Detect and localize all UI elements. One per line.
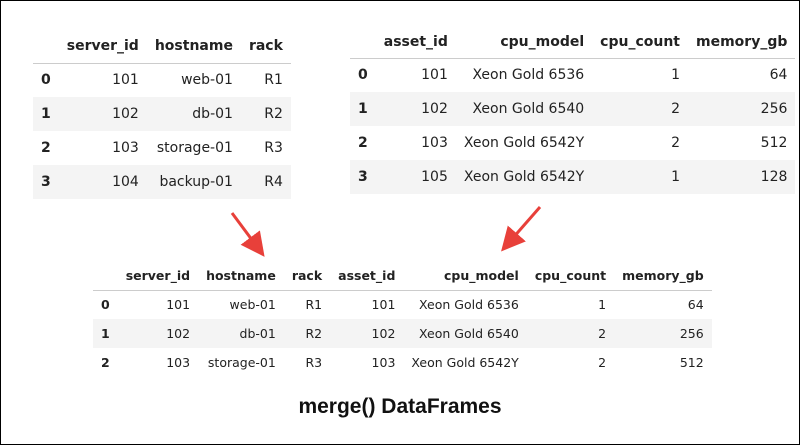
arrow-left [230,212,265,257]
column-header: memory_gb [614,262,712,291]
table-row: 2 103 Xeon Gold 6542Y 2 512 [350,126,795,160]
table-cell: storage-01 [207,355,276,370]
table-cell: Xeon Gold 6542Y [411,355,519,370]
table-cell: 105 [421,169,448,185]
column-header: cpu_count [592,27,689,59]
table-cell: 2 [598,326,607,341]
column-header: hostname [146,30,241,64]
table-cell: db-01 [192,106,233,122]
column-header: server_id [117,262,199,291]
table-cell: 2 [671,135,681,151]
table-cell: R1 [264,72,283,89]
column-header: server_id [58,30,147,64]
table-row: 0 101 Xeon Gold 6536 1 64 [350,58,795,92]
table-row: 3 105 Xeon Gold 6542Y 1 128 [350,160,796,194]
column-header: rack [283,262,331,291]
row-index: 1 [41,106,51,122]
table-cell: 102 [112,106,139,122]
table-row: 3 104 backup-01 R4 [33,165,291,199]
table-cell: 101 [421,67,448,84]
header-row: server_id hostname rack [33,30,291,64]
table-cell: 512 [679,355,704,370]
table-cell: 102 [166,326,191,341]
right-dataframe: asset_id cpu_model cpu_count memory_gb 0 101 X… [350,27,796,194]
table-cell: 103 [166,355,191,370]
row-index: 2 [41,140,51,156]
column-header [350,27,376,59]
table-cell: 256 [679,326,704,341]
column-header [93,262,118,291]
header-row: server_id hostname rack asset_id cpu_model cp… [93,262,712,291]
row-index: 0 [41,72,51,89]
table-cell: backup-01 [159,174,233,190]
table-cell: 102 [421,101,448,117]
table-cell: Xeon Gold 6540 [419,326,519,341]
caption: merge() DataFrames [298,395,502,418]
table-cell: Xeon Gold 6536 [419,297,519,313]
row-index: 3 [41,174,51,190]
table-cell: 104 [112,174,139,190]
row-index: 1 [101,326,110,341]
row-index: 0 [358,67,368,84]
column-header: cpu_model [403,262,527,291]
column-header: asset_id [375,27,456,59]
table-cell: R1 [305,297,323,313]
table-cell: R2 [305,326,323,341]
table-row: 1 102 db-01 R2 102 Xeon Gold 6540 2 256 [93,319,712,348]
merged-dataframe: server_id hostname rack asset_id cpu_model cp… [93,262,712,377]
table-cell: 2 [671,101,681,117]
left-dataframe: server_id hostname rack 0 101 web-01 R1 1 102 db-… [33,30,291,199]
table-cell: db-01 [239,326,276,341]
table-cell: 64 [769,67,788,84]
table-cell: Xeon Gold 6542Y [463,169,585,185]
column-header: rack [240,30,291,64]
table-row: 2 103 storage-01 R3 [33,131,291,165]
table-cell: 101 [112,72,139,89]
table-row: 2 103 storage-01 R3 103 Xeon Gold 6542Y 2 512 [93,348,712,377]
table-cell: 102 [371,326,396,341]
table-cell: 103 [371,355,396,370]
table-cell: Xeon Gold 6542Y [463,135,585,151]
table-cell: 1 [671,169,681,185]
table-cell: 101 [371,297,396,313]
arrow-right [501,206,542,252]
row-index: 1 [358,101,368,117]
table-cell: 256 [760,101,788,117]
column-header: memory_gb [688,27,796,59]
table-cell: 2 [598,355,607,370]
table-cell: 1 [671,67,681,84]
table-cell: web-01 [229,297,276,313]
table-row: 0 101 web-01 R1 101 Xeon Gold 6536 1 64 [93,290,712,319]
table-row: 1 102 db-01 R2 [33,97,291,131]
table-cell: 512 [760,135,788,151]
table-cell: 1 [598,297,607,313]
table-cell: 103 [112,140,139,156]
table-cell: Xeon Gold 6536 [472,67,585,84]
table-row: 1 102 Xeon Gold 6540 2 256 [350,92,796,126]
table-cell: R4 [264,174,283,190]
column-header: cpu_model [455,27,593,59]
table-row: 0 101 web-01 R1 [33,63,291,97]
row-index: 2 [101,355,110,370]
column-header [33,30,59,64]
table-cell: R3 [264,140,283,156]
table-cell: storage-01 [156,140,233,156]
column-header: hostname [198,262,284,291]
row-index: 0 [101,297,110,313]
table-cell: R2 [264,106,283,122]
column-header: asset_id [330,262,404,291]
row-index: 3 [358,169,368,185]
header-row: asset_id cpu_model cpu_count memory_gb [350,27,796,59]
table-cell: 103 [421,135,448,151]
table-cell: 101 [166,297,191,313]
table-cell: 128 [760,169,788,185]
table-cell: 64 [687,297,704,313]
table-cell: web-01 [181,72,233,89]
column-header: cpu_count [526,262,615,291]
table-cell: Xeon Gold 6540 [472,101,585,117]
row-index: 2 [358,135,368,151]
table-cell: R3 [305,355,323,370]
